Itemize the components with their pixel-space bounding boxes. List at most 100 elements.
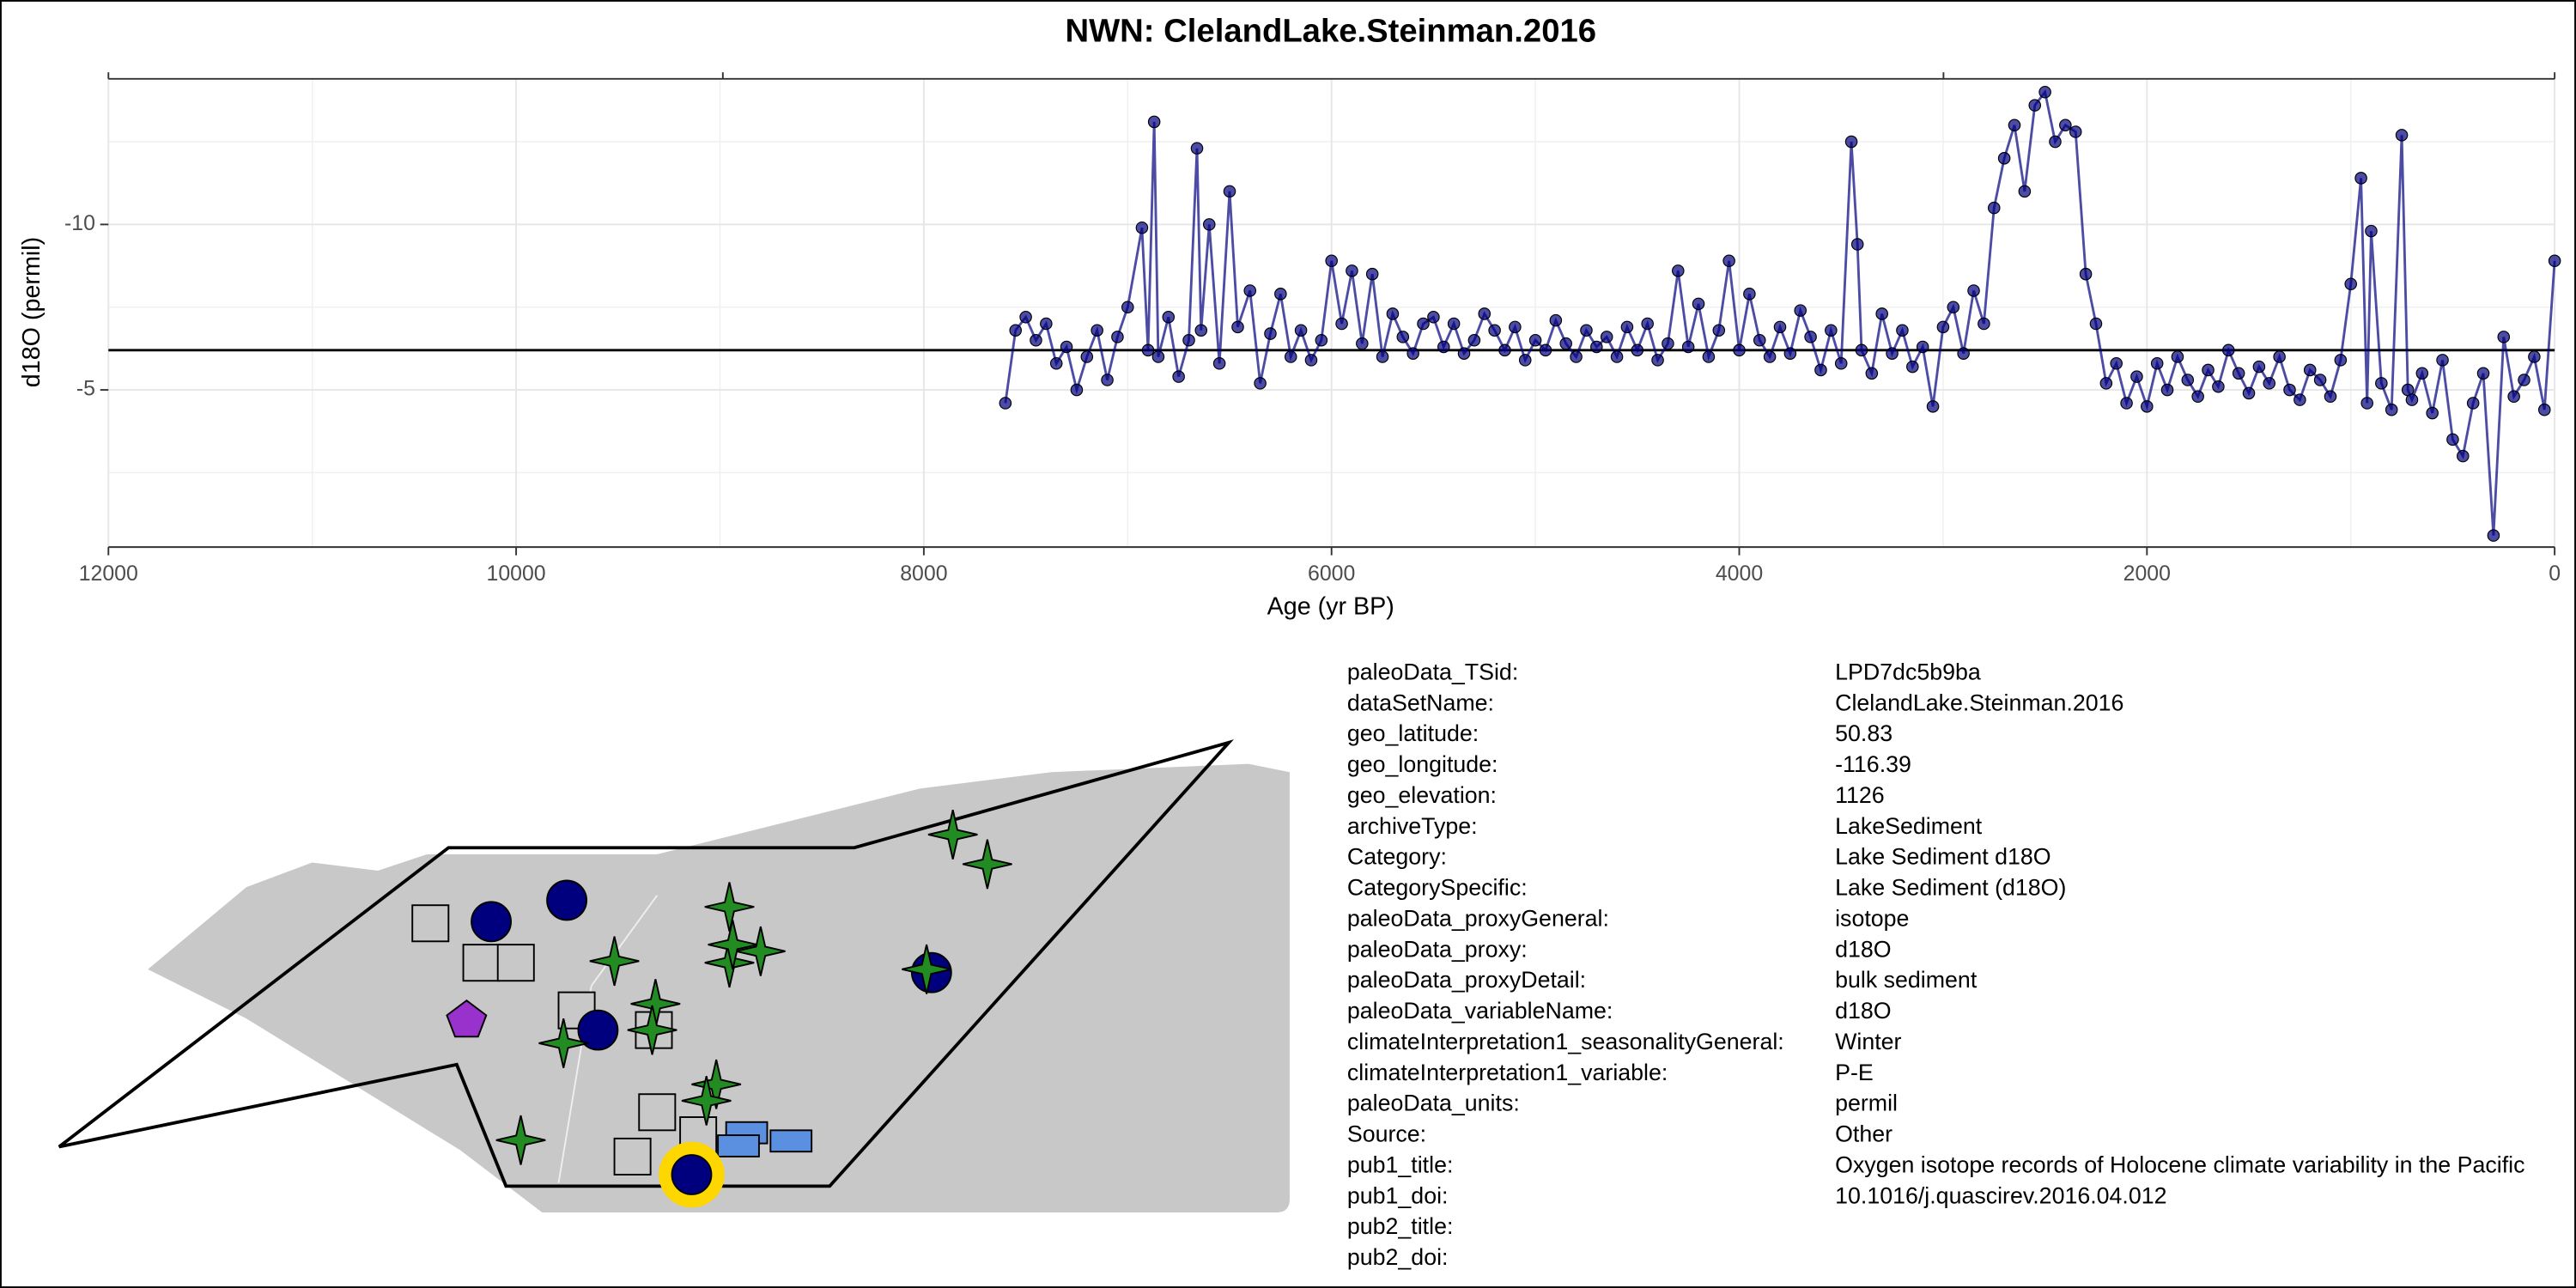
marker-selected — [671, 1154, 713, 1195]
data-point — [1478, 307, 1492, 320]
meta-value: 1126 — [1835, 782, 1885, 808]
meta-value: ClelandLake.Steinman.2016 — [1835, 690, 2123, 715]
meta-value: bulk sediment — [1835, 967, 1978, 993]
data-point — [1335, 317, 1348, 331]
data-point — [1427, 311, 1440, 324]
data-point — [1804, 331, 1817, 343]
marker — [538, 1018, 589, 1068]
meta-key: pub1_doi: — [1347, 1182, 1449, 1208]
data-point — [2242, 386, 2256, 400]
data-point — [2202, 363, 2215, 377]
meta-key: paleoData_proxyDetail: — [1347, 967, 1586, 993]
data-point — [1231, 320, 1244, 334]
y-tick-label: -5 — [76, 377, 95, 401]
data-point — [2375, 377, 2388, 390]
land — [148, 763, 1290, 1212]
data-point — [1294, 324, 1308, 337]
data-point — [2079, 267, 2093, 281]
data-point — [1875, 307, 1888, 320]
meta-value: -116.39 — [1835, 751, 1911, 777]
data-point — [1264, 327, 1277, 340]
data-point — [2487, 529, 2500, 542]
data-point — [1743, 288, 1756, 301]
marker — [735, 926, 786, 976]
meta-value: isotope — [1835, 906, 1909, 932]
data-point — [2334, 354, 2348, 367]
data-point — [1539, 343, 1552, 357]
marker — [496, 944, 535, 982]
data-point — [2313, 374, 2327, 386]
marker — [902, 944, 951, 994]
data-point — [1049, 356, 1063, 370]
meta-key: paleoData_variableName: — [1347, 998, 1613, 1024]
marker — [462, 944, 501, 982]
marker — [495, 1115, 546, 1165]
data-point — [1325, 254, 1338, 268]
marker — [613, 1137, 652, 1176]
data-point — [1509, 320, 1522, 334]
marker — [717, 1134, 760, 1157]
data-point — [2365, 224, 2378, 238]
data-point — [1518, 354, 1532, 367]
data-point — [2476, 367, 2490, 380]
marker — [681, 1075, 732, 1126]
meta-key: paleoData_proxy: — [1347, 936, 1528, 962]
data-point — [1834, 356, 1848, 370]
map — [58, 739, 1290, 1212]
data-point — [1223, 185, 1236, 198]
data-point — [1202, 218, 1216, 231]
marker — [769, 1129, 813, 1153]
data-point — [1111, 331, 1124, 343]
data-point — [2160, 383, 2174, 397]
data-point — [2232, 367, 2245, 380]
data-point — [1376, 350, 1389, 363]
data-point — [1070, 383, 1084, 397]
data-point — [1733, 343, 1746, 357]
y-axis-label: d18O (permil) — [18, 237, 46, 387]
data-point — [1855, 343, 1868, 357]
data-point — [2507, 390, 2520, 404]
data-point — [1865, 367, 1879, 380]
meta-key: paleoData_proxyGeneral: — [1347, 906, 1609, 932]
data-point — [2446, 433, 2459, 447]
data-point — [1346, 264, 1358, 277]
data-point — [1365, 267, 1379, 281]
data-point — [1850, 238, 1864, 251]
data-point — [2360, 397, 2373, 410]
x-tick-label: 12000 — [79, 562, 138, 586]
x-tick-label: 0 — [2549, 562, 2561, 586]
meta-value: LPD7dc5b9ba — [1835, 659, 1981, 685]
data-point — [1254, 377, 1267, 390]
data-point — [2273, 350, 2286, 363]
data-point — [1712, 324, 1726, 337]
data-point — [2141, 400, 2154, 413]
data-point — [1060, 340, 1073, 354]
data-point — [1212, 356, 1226, 370]
data-point — [1825, 324, 1838, 337]
data-point — [2150, 356, 2164, 370]
meta-key: Category: — [1347, 844, 1447, 870]
data-point — [1091, 324, 1103, 337]
chart-title: NWN: ClelandLake.Steinman.2016 — [1065, 12, 1596, 49]
data-point — [1437, 340, 1450, 354]
meta-value: Oxygen isotope records of Holocene clima… — [1835, 1151, 2524, 1177]
data-point — [1947, 301, 1960, 314]
marker — [927, 810, 978, 860]
marker — [577, 1009, 619, 1051]
data-point — [1590, 340, 1603, 354]
data-point — [1386, 307, 1400, 320]
data-point — [1182, 333, 1195, 347]
data-point — [1620, 320, 1634, 334]
marker — [546, 879, 587, 921]
x-tick-label: 6000 — [1308, 562, 1355, 586]
data-point — [1304, 354, 1318, 367]
data-point — [1559, 337, 1572, 350]
meta-value: 50.83 — [1835, 720, 1893, 746]
data-point — [2252, 360, 2266, 374]
data-point — [1814, 363, 1827, 377]
data-point — [2120, 397, 2133, 410]
data-point — [1080, 350, 1094, 363]
data-point — [1651, 354, 1664, 367]
data-point — [2415, 367, 2429, 380]
